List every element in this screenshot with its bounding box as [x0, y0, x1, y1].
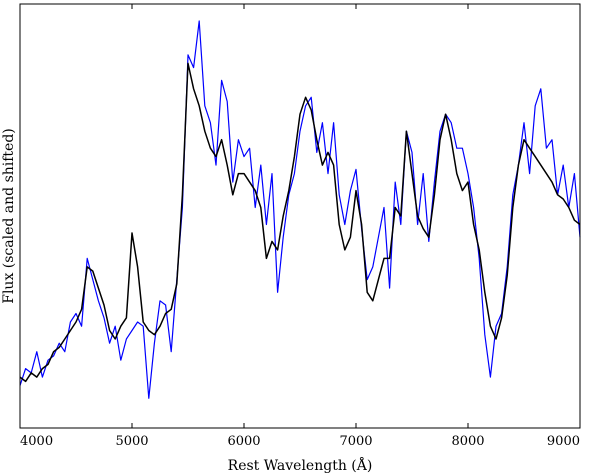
x-tick-label: 9000 [547, 434, 580, 449]
x-tick-label: 6000 [227, 434, 260, 449]
observed-spectrum-line [19, 20, 581, 399]
x-tick-label: 4000 [20, 434, 53, 449]
plot-background [20, 4, 580, 428]
x-tick-label: 5000 [115, 434, 148, 449]
x-tick-label: 8000 [451, 434, 484, 449]
y-axis-label: Flux (scaled and shifted) [1, 128, 17, 304]
ticks-layer: 4000 5000 6000 7000 8000 9000 [19, 4, 581, 449]
x-axis-label: Rest Wavelength (Å) [228, 456, 373, 474]
series-layer [19, 20, 581, 399]
model-spectrum-line [19, 62, 581, 383]
plot-frame [19, 3, 581, 429]
x-tick-label: 7000 [339, 434, 372, 449]
